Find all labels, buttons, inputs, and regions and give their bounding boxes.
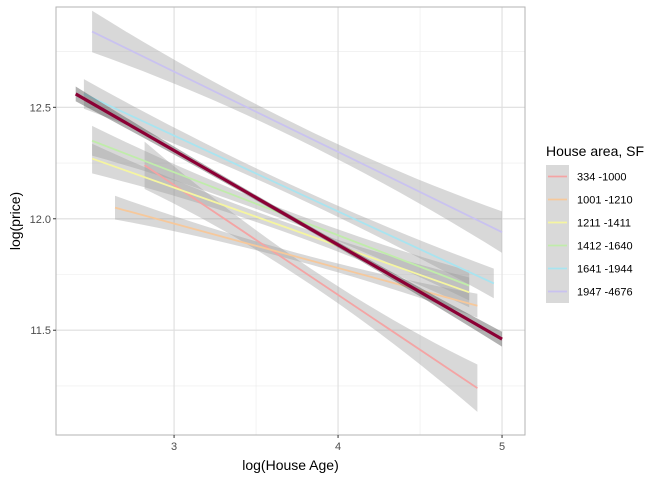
x-tick-label: 3 (171, 441, 177, 453)
y-axis-title: log(price) (7, 192, 23, 250)
series-line (83, 93, 495, 285)
x-tick-label: 4 (335, 441, 341, 453)
x-tick-label: 5 (499, 441, 505, 453)
legend-label: 1947 -4676 (577, 287, 633, 299)
legend-title: House area, SF (546, 143, 644, 159)
legend: House area, SF 334 -1000 1001 -1210 1211 -… (546, 143, 644, 303)
major-grid (56, 7, 525, 435)
overall-fit (74, 86, 503, 347)
y-tick-label: 12.5 (30, 102, 51, 114)
legend-label: 1412 -1640 (577, 241, 633, 253)
axis-ticks: 3 4 5 11.5 12.0 12.5 (30, 102, 506, 453)
series-line (91, 30, 503, 233)
legend-label: 1001 -1210 (577, 195, 633, 207)
series-line (144, 164, 478, 389)
legend-item: 1947 -4676 (546, 280, 633, 303)
legend-item: 1641 -1944 (546, 257, 633, 280)
series-line (91, 157, 470, 294)
overall-fit-line (74, 92, 503, 341)
confidence-bands (83, 10, 502, 412)
legend-label: 1641 -1944 (577, 264, 633, 276)
y-tick-label: 12.0 (30, 214, 51, 226)
legend-label: 334 -1000 (577, 172, 627, 184)
legend-item: 1211 -1411 (546, 211, 631, 234)
panel-border (55, 6, 526, 436)
x-axis-title: log(House Age) (242, 457, 339, 473)
legend-label: 1211 -1411 (577, 218, 631, 230)
legend-item: 334 -1000 (546, 165, 627, 188)
legend-item: 1412 -1640 (546, 234, 633, 257)
y-tick-label: 11.5 (30, 325, 51, 337)
legend-item: 1001 -1210 (546, 188, 633, 211)
